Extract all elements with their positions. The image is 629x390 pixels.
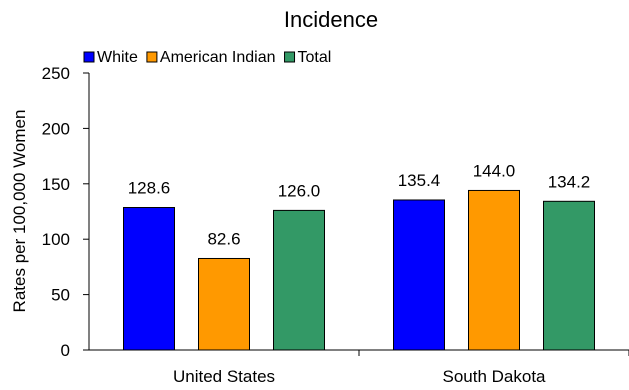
bar-0-0 <box>123 207 175 351</box>
legend-label-1: American Indian <box>160 49 276 66</box>
data-label-2-1: 134.2 <box>548 172 591 191</box>
legend-swatch-2 <box>284 51 296 63</box>
y-tick-label-2: 100 <box>42 230 70 249</box>
legend-label-0: White <box>97 49 138 66</box>
x-tick-label-1: South Dakota <box>442 367 546 385</box>
data-label-0-1: 135.4 <box>398 171 441 190</box>
data-label-2-0: 126.0 <box>278 181 321 200</box>
legend-swatch-1 <box>146 51 158 63</box>
data-label-1-0: 82.6 <box>207 229 240 248</box>
plot-area: 0 50 100 150 200 250 United States 128.6 82.6 126… <box>42 64 629 386</box>
y-tick-label-5: 250 <box>42 64 70 83</box>
legend-label-2: Total <box>298 49 332 66</box>
y-tick-label-1: 50 <box>51 286 70 305</box>
legend: White American Indian Total <box>83 49 332 66</box>
x-tick-label-0: United States <box>173 367 275 385</box>
legend-swatch-0 <box>83 51 95 63</box>
chart-title: Incidence <box>284 7 378 32</box>
bar-0-1 <box>393 199 445 351</box>
bar-2-1 <box>543 200 595 351</box>
bar-1-0 <box>198 257 250 351</box>
y-tick-label-3: 150 <box>42 175 70 194</box>
y-tick-label-0: 0 <box>61 341 70 360</box>
y-tick-label-4: 200 <box>42 119 70 138</box>
bar-1-1 <box>468 189 520 351</box>
y-axis-label: Rates per 100,000 Women <box>10 110 29 313</box>
data-label-0-0: 128.6 <box>128 179 171 198</box>
bar-2-0 <box>273 209 325 351</box>
data-label-1-1: 144.0 <box>473 161 516 180</box>
